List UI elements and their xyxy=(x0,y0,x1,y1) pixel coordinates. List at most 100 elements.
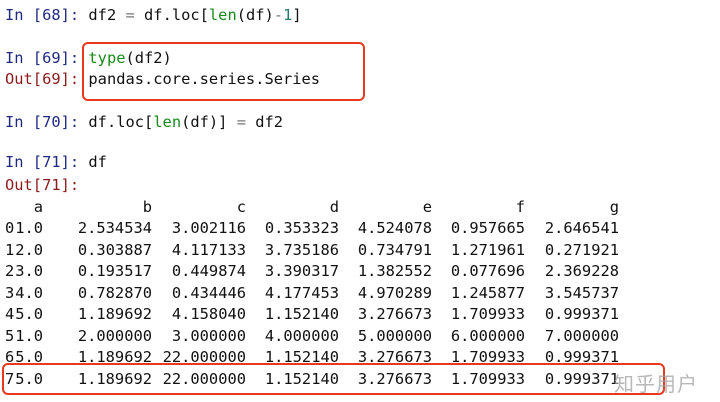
code-token: df xyxy=(88,153,107,171)
highlight-box-row-7 xyxy=(2,363,665,395)
code-token: df.loc[ xyxy=(134,6,209,24)
table-cell: 4.117133 xyxy=(171,240,246,259)
row-index: 0 xyxy=(5,219,15,237)
table-cell: 2.534534 xyxy=(77,219,152,237)
table-cell: 2.369228 xyxy=(544,262,619,280)
table-cell: 3.000000 xyxy=(171,326,246,345)
table-cell: 1.152140 xyxy=(264,348,339,366)
table-cell: 0.449874 xyxy=(171,262,246,280)
table-cell: 1.709933 xyxy=(450,305,525,323)
table-cell: 1.189692 xyxy=(77,348,152,366)
input-prompt: In [70]: xyxy=(5,113,89,131)
code-token: len xyxy=(208,6,237,24)
input-prompt: In [71]: xyxy=(5,153,89,171)
column-header: b xyxy=(142,198,152,216)
table-cell: 5.0 xyxy=(15,305,43,323)
table-cell: 0.957665 xyxy=(450,219,525,237)
code-token: (df2) xyxy=(125,49,172,67)
code-token: (df)] xyxy=(181,113,237,131)
table-cell: 0.734791 xyxy=(357,240,432,259)
output-prompt: Out[71]: xyxy=(5,176,80,194)
code-token: df2 xyxy=(88,6,126,24)
code-token: - xyxy=(273,6,284,24)
code-token: 1 xyxy=(283,6,293,24)
code-token: = xyxy=(125,6,135,24)
table-cell: 0.353323 xyxy=(264,219,339,237)
row-index: 5 xyxy=(5,326,15,345)
table-cell: 1.152140 xyxy=(264,305,339,323)
row-index: 7 xyxy=(5,369,15,388)
output-line: Out[71]: xyxy=(5,175,79,195)
table-cell: 4.524078 xyxy=(357,219,432,237)
code-token: df.loc[ xyxy=(88,113,154,131)
table-cell: 1.189692 xyxy=(77,369,152,388)
table-cell: 0.782870 xyxy=(77,283,152,302)
table-cell: 22.000000 xyxy=(162,369,246,388)
table-cell: 3.390317 xyxy=(264,262,339,280)
table-cell: 1.382552 xyxy=(357,262,432,280)
table-cell: 2.000000 xyxy=(77,326,152,345)
input-prompt: In [68]: xyxy=(5,6,89,24)
column-header: a xyxy=(33,198,43,216)
input-line[interactable]: In [69]: type(df2) xyxy=(5,48,172,68)
table-cell: 6.000000 xyxy=(450,326,525,345)
table-cell: 1.152140 xyxy=(264,369,339,388)
table-cell: 3.545737 xyxy=(544,283,619,302)
table-cell: 4.177453 xyxy=(264,283,339,302)
code-token: = xyxy=(236,113,246,131)
table-cell: 3.276673 xyxy=(357,348,432,366)
table-cell: 4.970289 xyxy=(357,283,432,302)
table-cell: 0.999371 xyxy=(544,348,619,366)
table-cell: 0.077696 xyxy=(450,262,525,280)
highlight-box-type-output xyxy=(82,42,365,101)
output-prompt: Out[69]: xyxy=(5,70,89,88)
code-token: len xyxy=(153,113,182,131)
input-line[interactable]: In [71]: df xyxy=(5,152,107,172)
column-header: g xyxy=(609,198,619,216)
code-token: pandas.core.series.Series xyxy=(88,70,321,88)
column-header: c xyxy=(236,198,246,216)
table-cell: 5.0 xyxy=(15,369,43,388)
table-cell: 22.000000 xyxy=(162,348,246,366)
table-cell: 7.000000 xyxy=(544,326,619,345)
watermark-logo: 知乎用户 xyxy=(614,372,698,396)
input-line[interactable]: In [70]: df.loc[len(df)] = df2 xyxy=(5,112,283,132)
table-cell: 3.735186 xyxy=(264,240,339,259)
table-cell: 1.271961 xyxy=(450,240,525,259)
table-cell: 3.276673 xyxy=(357,369,432,388)
column-header: f xyxy=(515,198,525,216)
table-cell: 5.000000 xyxy=(357,326,432,345)
column-header: d xyxy=(329,198,339,216)
table-cell: 1.245877 xyxy=(450,283,525,302)
table-cell: 0.999371 xyxy=(544,369,619,388)
row-index: 3 xyxy=(5,283,15,302)
table-cell: 2.646541 xyxy=(544,219,619,237)
table-cell: 2.0 xyxy=(15,240,43,259)
code-token: df2 xyxy=(245,113,284,131)
input-line[interactable]: In [68]: df2 = df.loc[len(df)-1] xyxy=(5,5,302,25)
row-index: 1 xyxy=(5,240,15,259)
table-cell: 3.002116 xyxy=(171,219,246,237)
code-token: type xyxy=(88,49,126,67)
code-token: ] xyxy=(292,6,302,24)
table-cell: 4.0 xyxy=(15,283,43,302)
table-cell: 3.276673 xyxy=(357,305,432,323)
table-cell: 1.709933 xyxy=(450,369,525,388)
table-cell: 0.999371 xyxy=(544,305,619,323)
row-index: 4 xyxy=(5,305,15,323)
table-cell: 0.193517 xyxy=(77,262,152,280)
code-token: (df) xyxy=(236,6,274,24)
row-index: 6 xyxy=(5,348,15,366)
output-line: Out[69]: pandas.core.series.Series xyxy=(5,69,320,89)
table-cell: 5.0 xyxy=(15,348,43,366)
table-cell: 4.158040 xyxy=(171,305,246,323)
table-cell: 1.189692 xyxy=(77,305,152,323)
table-cell: 1.0 xyxy=(15,219,43,237)
column-header: e xyxy=(422,198,432,216)
table-cell: 1.709933 xyxy=(450,348,525,366)
table-cell: 0.303887 xyxy=(77,240,152,259)
table-cell: 0.434446 xyxy=(171,283,246,302)
input-prompt: In [69]: xyxy=(5,49,89,67)
row-index: 2 xyxy=(5,262,15,280)
table-cell: 1.0 xyxy=(15,326,43,345)
